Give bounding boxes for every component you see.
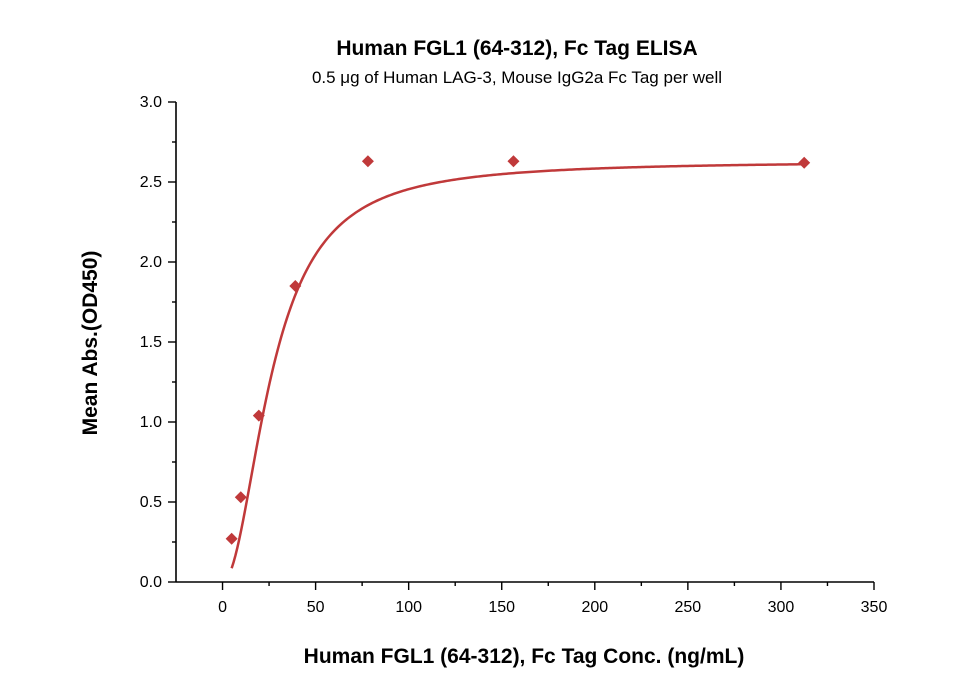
- fit-curve-layer: [230, 163, 805, 569]
- x-tick-label: 100: [395, 599, 422, 616]
- y-tick-label: 1.0: [140, 414, 162, 431]
- x-tick-label: 150: [488, 599, 515, 616]
- data-point-marker: [252, 409, 265, 422]
- axes: 0.0 0.5 1.0 1.5 2.0 2.5 3.0 0 50 100 150 200 250 300 3…: [140, 94, 888, 616]
- x-tick-label: 250: [675, 599, 702, 616]
- y-tick-label: 2.0: [140, 254, 162, 271]
- x-tick-label: 0: [218, 599, 227, 616]
- data-point-marker: [234, 491, 247, 504]
- y-tick-label: 0.0: [140, 574, 162, 591]
- x-tick-label: 50: [307, 599, 325, 616]
- x-tick-label: 200: [581, 599, 608, 616]
- y-tick-label: 0.5: [140, 494, 162, 511]
- y-tick-label: 2.5: [140, 174, 162, 191]
- fit-curve: [230, 163, 805, 569]
- y-axis-label: Mean Abs.(OD450): [79, 251, 102, 436]
- x-tick-label: 300: [768, 599, 795, 616]
- y-tick-label: 3.0: [140, 94, 162, 111]
- data-point-marker: [289, 280, 302, 292]
- data-points-layer: [225, 155, 811, 545]
- data-point-marker: [225, 532, 238, 545]
- chart-subtitle: 0.5 μg of Human LAG-3, Mouse IgG2a Fc Ta…: [312, 68, 722, 87]
- y-tick-label: 1.5: [140, 334, 162, 351]
- chart-title: Human FGL1 (64-312), Fc Tag ELISA: [336, 37, 697, 60]
- data-point-marker: [798, 156, 811, 169]
- x-axis-label: Human FGL1 (64-312), Fc Tag Conc. (ng/mL…: [304, 645, 745, 668]
- data-point-marker: [361, 155, 374, 168]
- x-tick-label: 350: [861, 599, 888, 616]
- data-point-marker: [507, 155, 520, 168]
